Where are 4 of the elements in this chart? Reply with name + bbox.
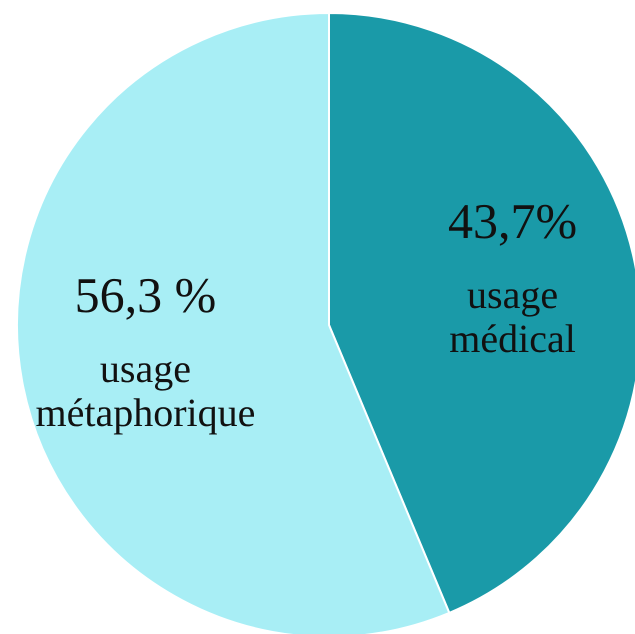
data-label: 43,7% [448, 193, 578, 250]
slice-label: usage médical [449, 272, 576, 362]
slice-label: usage métaphorique [35, 346, 256, 435]
data-label: 56,3 % [74, 266, 216, 323]
